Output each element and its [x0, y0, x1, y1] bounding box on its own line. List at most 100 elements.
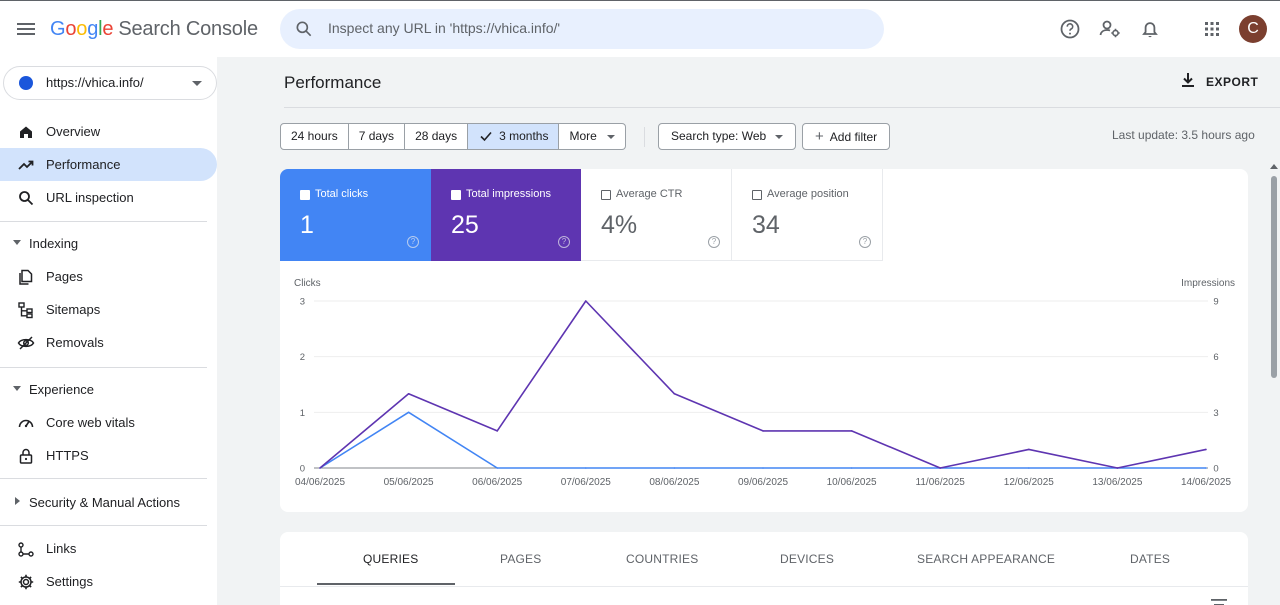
last-update-text: Last update: 3.5 hours ago: [1112, 128, 1255, 142]
checkbox-unchecked-icon[interactable]: [752, 190, 762, 200]
sidebar-item-https[interactable]: HTTPS: [0, 439, 217, 472]
range-28-days[interactable]: 28 days: [405, 123, 469, 150]
sidebar-item-sitemaps[interactable]: Sitemaps: [0, 293, 217, 326]
main-content: Performance EXPORT 24 hours 7 days 28 da…: [217, 57, 1280, 605]
admin-icon[interactable]: [1096, 15, 1124, 43]
help-icon[interactable]: ?: [558, 236, 570, 248]
range-more[interactable]: More: [559, 123, 626, 150]
home-icon: [20, 126, 32, 138]
series-line-impressions: [319, 300, 1207, 469]
metric-average-ctr[interactable]: Average CTR 4% ?: [581, 169, 732, 261]
notifications-icon[interactable]: [1136, 15, 1164, 43]
y-left-tick-label: 0: [300, 464, 305, 475]
data-point-impressions: [673, 392, 676, 395]
links-icon: [18, 542, 34, 557]
sidebar-item-links[interactable]: Links: [0, 532, 217, 565]
data-point-clicks: [673, 467, 676, 469]
data-point-impressions: [1028, 448, 1030, 451]
help-icon[interactable]: [1056, 15, 1084, 43]
report-tabs: QUERIES PAGES COUNTRIES DEVICES SEARCH A…: [280, 532, 1248, 605]
x-tick-label: 06/06/2025: [472, 477, 522, 488]
checkbox-checked-icon[interactable]: [451, 190, 461, 200]
speed-icon: [18, 419, 34, 428]
filter-separator: [644, 127, 645, 147]
property-favicon: [19, 76, 33, 90]
filter-rows-icon[interactable]: [1211, 599, 1227, 605]
chevron-down-icon: [775, 134, 784, 139]
data-point-impressions: [496, 430, 498, 432]
x-tick-label: 07/06/2025: [561, 477, 611, 488]
search-icon: [296, 21, 312, 37]
plus-icon: +: [815, 128, 824, 145]
help-icon[interactable]: ?: [859, 236, 871, 248]
chevron-down-icon: [192, 81, 202, 86]
property-url: https://vhica.info/: [46, 75, 144, 90]
x-tick-label: 05/06/2025: [384, 477, 434, 488]
expand-icon: [13, 386, 21, 391]
export-button[interactable]: EXPORT: [1180, 71, 1260, 93]
url-inspection-search[interactable]: Inspect any URL in 'https://vhica.info/': [280, 9, 884, 49]
checkbox-unchecked-icon[interactable]: [601, 190, 611, 200]
tab-queries[interactable]: QUERIES: [363, 552, 419, 566]
sidebar-section-security[interactable]: Security & Manual Actions: [0, 491, 217, 515]
main-menu-icon[interactable]: [14, 17, 38, 41]
tabs-divider: [280, 586, 1248, 587]
tab-dates[interactable]: DATES: [1130, 552, 1171, 566]
range-7-days[interactable]: 7 days: [348, 123, 406, 150]
sidebar-divider: [0, 221, 207, 222]
metric-total-impressions[interactable]: Total impressions 25 ?: [431, 169, 581, 261]
metric-average-position[interactable]: Average position 34 ?: [732, 169, 883, 261]
lock-icon: [19, 448, 33, 464]
scrollbar-thumb[interactable]: [1271, 176, 1277, 378]
help-icon[interactable]: ?: [407, 236, 419, 248]
expand-icon: [13, 240, 21, 245]
data-point-impressions: [407, 392, 410, 395]
date-range-selector: 24 hours 7 days 28 days 3 months More: [280, 123, 626, 150]
page-title: Performance: [284, 73, 382, 92]
add-filter-button[interactable]: + Add filter: [802, 123, 891, 150]
series-line-clicks: [319, 411, 1206, 469]
search-placeholder[interactable]: Inspect any URL in 'https://vhica.info/': [328, 20, 561, 36]
sidebar-item-pages[interactable]: Pages: [0, 260, 217, 293]
sidebar-item-removals[interactable]: Removals: [0, 326, 217, 359]
sidebar-item-core-web-vitals[interactable]: Core web vitals: [0, 406, 217, 439]
data-point-impressions: [1205, 448, 1207, 451]
help-icon[interactable]: ?: [708, 236, 720, 248]
tab-pages[interactable]: PAGES: [500, 552, 542, 566]
x-tick-label: 08/06/2025: [649, 477, 699, 488]
check-icon: [480, 131, 492, 142]
sidebar-section-experience[interactable]: Experience: [0, 378, 217, 402]
data-point-impressions: [850, 430, 853, 432]
property-selector[interactable]: https://vhica.info/: [3, 66, 217, 100]
page-scrollbar[interactable]: [1268, 162, 1280, 605]
x-tick-label: 11/06/2025: [916, 477, 966, 488]
x-tick-label: 04/06/2025: [295, 477, 345, 488]
sidebar-section-indexing[interactable]: Indexing: [0, 232, 217, 256]
data-point-impressions: [939, 467, 941, 469]
sidebar-item-settings[interactable]: Settings: [0, 565, 217, 598]
range-3-months[interactable]: 3 months: [468, 123, 560, 150]
range-24-hours[interactable]: 24 hours: [280, 123, 349, 150]
search-type-filter[interactable]: Search type: Web: [658, 123, 797, 150]
apps-icon[interactable]: [1198, 15, 1226, 43]
metric-total-clicks[interactable]: Total clicks 1 ?: [280, 169, 431, 261]
x-tick-label: 12/06/2025: [1004, 477, 1054, 488]
data-point-clicks: [585, 467, 587, 469]
google-search-console-logo[interactable]: Google Search Console: [50, 18, 258, 40]
scroll-up-arrow-icon[interactable]: [1270, 164, 1278, 169]
sidebar-divider: [0, 367, 207, 368]
tab-countries[interactable]: COUNTRIES: [626, 552, 699, 566]
account-avatar[interactable]: C: [1239, 15, 1267, 43]
tab-devices[interactable]: DEVICES: [780, 552, 835, 566]
y-left-tick-label: 2: [300, 352, 305, 363]
data-point-clicks: [850, 467, 853, 469]
sidebar-item-overview[interactable]: Overview: [0, 115, 217, 148]
active-tab-indicator: [317, 583, 455, 585]
checkbox-checked-icon[interactable]: [300, 190, 310, 200]
performance-line-chart: 0 1 2 3 0 3 6 9 Clicks Impressions 04/06/2025 05/06…: [294, 278, 1235, 488]
sidebar-item-performance[interactable]: Performance: [0, 148, 217, 181]
collapse-icon: [15, 497, 20, 505]
tab-search-appearance[interactable]: SEARCH APPEARANCE: [917, 552, 1056, 566]
eye-off-icon: [17, 336, 35, 350]
sidebar-item-url-inspection[interactable]: URL inspection: [0, 181, 217, 214]
